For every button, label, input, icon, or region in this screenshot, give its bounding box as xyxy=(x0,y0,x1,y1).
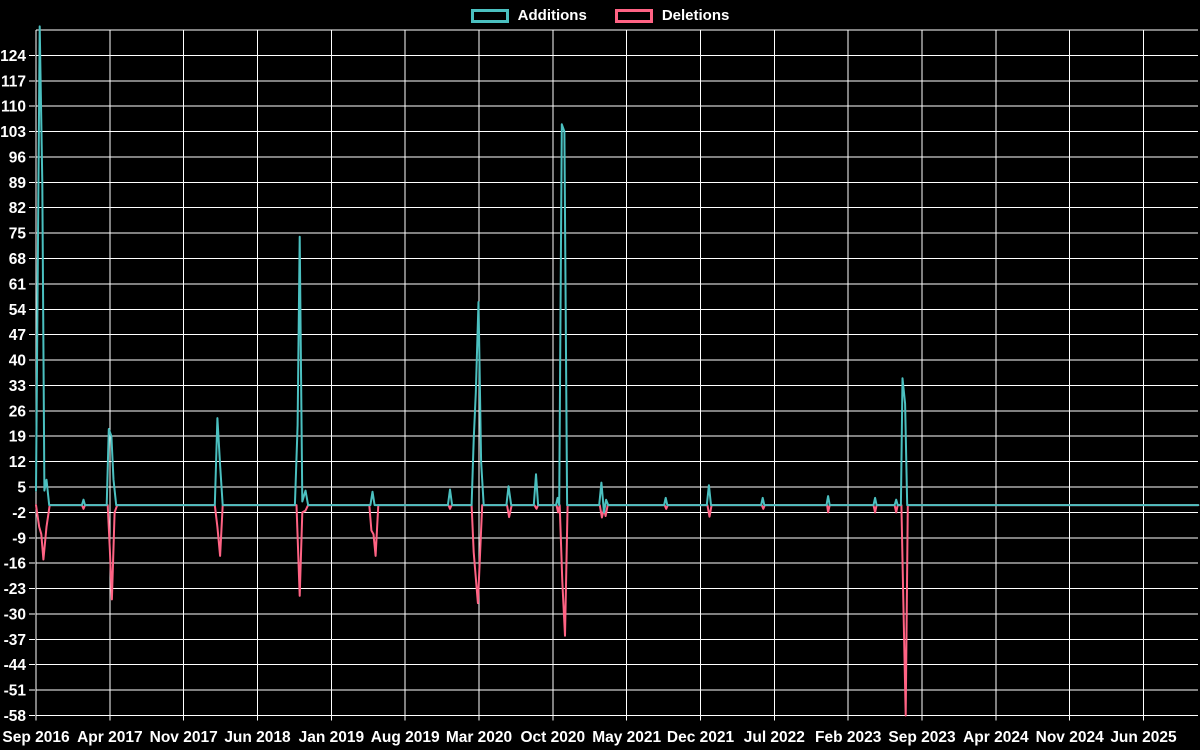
x-tick-label: Jun 2018 xyxy=(224,729,291,746)
x-tick-label: Mar 2020 xyxy=(446,729,512,746)
additions-swatch xyxy=(470,8,509,23)
y-tick-label: -58 xyxy=(4,708,27,725)
x-tick-label: Jan 2019 xyxy=(299,729,365,746)
y-tick-label: 110 xyxy=(1,99,26,116)
x-tick-label: Sep 2023 xyxy=(888,729,956,746)
y-tick-label: 54 xyxy=(9,302,27,319)
y-tick-label: -30 xyxy=(4,606,26,623)
y-tick-label: 40 xyxy=(9,353,26,370)
additions-line xyxy=(35,25,1200,514)
y-gridlines xyxy=(29,29,1198,716)
x-tick-label: Feb 2023 xyxy=(815,729,882,746)
x-tick-label: Nov 2024 xyxy=(1036,729,1104,746)
x-gridlines xyxy=(35,30,1144,721)
x-tick-label: Dec 2021 xyxy=(667,729,735,746)
y-tick-label: 117 xyxy=(1,73,26,90)
y-tick-label: 103 xyxy=(0,124,26,141)
y-tick-label: -23 xyxy=(4,581,27,598)
deletions-line xyxy=(35,504,1200,717)
x-tick-label: Apr 2024 xyxy=(963,729,1029,746)
x-axis-labels: Sep 2016 Apr 2017 Nov 2017 Jun 2018 Jan 2019… xyxy=(2,729,1177,746)
y-tick-label: -16 xyxy=(4,556,27,573)
y-tick-label: 12 xyxy=(9,454,26,471)
y-tick-label: 5 xyxy=(17,480,26,497)
y-tick-label: 68 xyxy=(9,251,27,268)
y-tick-label: -51 xyxy=(4,683,27,700)
y-tick-label: 75 xyxy=(9,226,27,243)
chart-legend: Additions Deletions xyxy=(0,8,1200,23)
y-tick-label: -44 xyxy=(4,657,27,674)
x-tick-label: Sep 2016 xyxy=(2,729,70,746)
x-tick-label: Oct 2020 xyxy=(521,729,586,746)
y-tick-label: 47 xyxy=(9,327,26,344)
deletions-legend-label: Deletions xyxy=(661,7,730,24)
y-tick-label: 19 xyxy=(9,429,27,446)
y-tick-label: 26 xyxy=(9,403,27,420)
x-tick-label: May 2021 xyxy=(592,729,661,746)
y-tick-label: 33 xyxy=(9,378,27,395)
y-tick-label: -9 xyxy=(12,530,26,547)
y-tick-label: 89 xyxy=(9,175,27,192)
y-tick-label: -37 xyxy=(4,632,26,649)
legend-item-deletions[interactable]: Deletions xyxy=(614,7,730,24)
x-tick-label: Jul 2022 xyxy=(744,729,805,746)
x-tick-label: Nov 2017 xyxy=(150,729,218,746)
deletions-swatch xyxy=(614,8,653,23)
y-axis-labels: 124 117 110 103 96 89 82 75 68 61 54 47 40 33 26 19 12 5 -… xyxy=(0,48,26,725)
legend-item-additions[interactable]: Additions xyxy=(470,7,587,24)
y-tick-label: -2 xyxy=(12,505,26,522)
y-tick-label: 61 xyxy=(9,276,27,293)
x-tick-label: Aug 2019 xyxy=(371,729,440,746)
additions-legend-label: Additions xyxy=(517,7,587,24)
y-tick-label: 124 xyxy=(0,48,26,65)
x-tick-label: Jun 2025 xyxy=(1110,729,1177,746)
y-tick-label: 82 xyxy=(9,200,26,217)
y-tick-label: 96 xyxy=(9,149,27,166)
x-tick-label: Apr 2017 xyxy=(77,729,142,746)
